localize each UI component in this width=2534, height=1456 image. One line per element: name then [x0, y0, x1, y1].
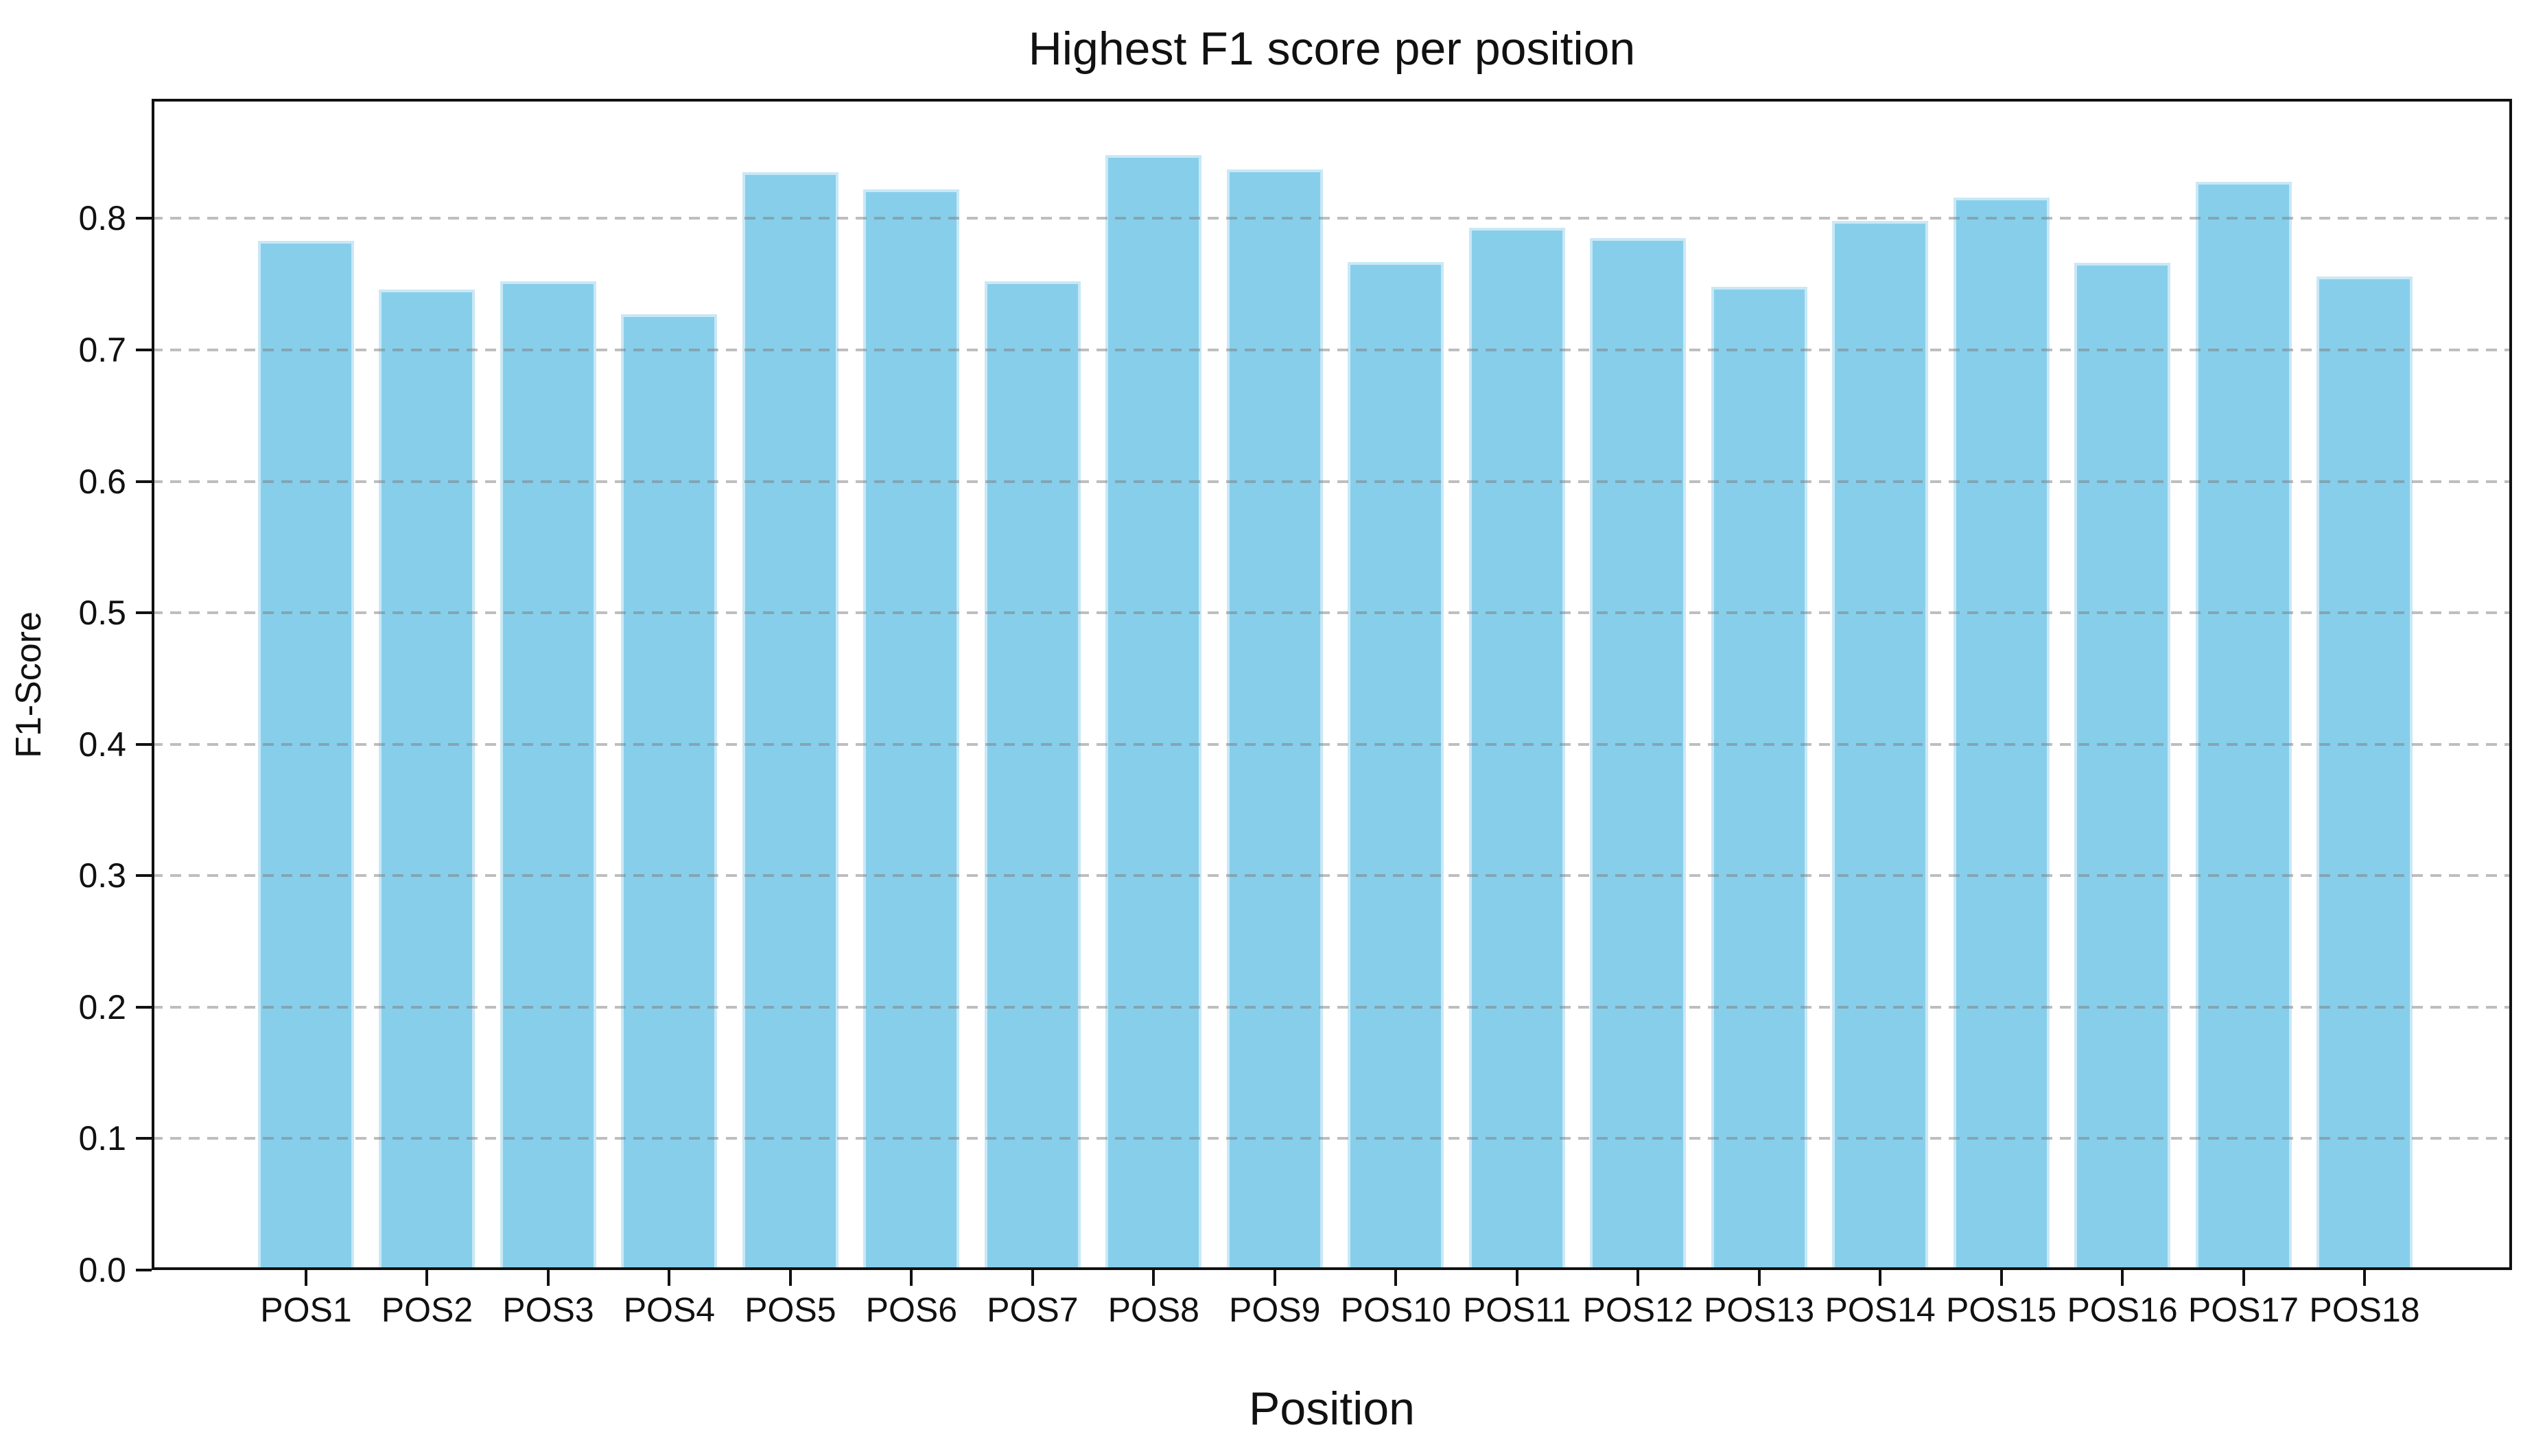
bar-pos5 — [742, 172, 838, 1270]
right-spine — [2509, 99, 2512, 1270]
gridline-0.8 — [152, 217, 2512, 220]
x-tick-mark-pos11 — [1515, 1270, 1518, 1286]
y-tick-label-0.3: 0.3 — [78, 856, 126, 895]
chart-title: Highest F1 score per position — [1028, 23, 1636, 75]
y-tick-label-0.2: 0.2 — [78, 987, 126, 1026]
x-tick-label-pos10: POS10 — [1340, 1291, 1451, 1329]
x-tick-mark-pos18 — [2362, 1270, 2366, 1286]
x-tick-mark-pos8 — [1152, 1270, 1155, 1286]
y-tick-label-0.8: 0.8 — [78, 199, 126, 238]
y-tick-label-0.5: 0.5 — [78, 594, 126, 633]
y-tick-label-0.1: 0.1 — [78, 1119, 126, 1158]
bar-pos10 — [1348, 261, 1444, 1270]
y-tick-mark-0.8 — [136, 217, 152, 220]
x-tick-mark-pos13 — [1757, 1270, 1761, 1286]
bar-pos6 — [863, 189, 960, 1270]
gridline-0.6 — [152, 480, 2512, 483]
bar-pos11 — [1468, 227, 1565, 1270]
x-tick-label-pos2: POS2 — [381, 1291, 473, 1329]
x-tick-label-pos13: POS13 — [1704, 1291, 1815, 1329]
bar-pos2 — [379, 289, 476, 1270]
y-tick-mark-0.1 — [136, 1137, 152, 1140]
x-tick-mark-pos2 — [425, 1270, 429, 1286]
bar-pos13 — [1711, 286, 1807, 1270]
bar-pos1 — [258, 240, 354, 1270]
x-tick-mark-pos5 — [788, 1270, 792, 1286]
y-tick-mark-0.5 — [136, 611, 152, 615]
bar-pos16 — [2074, 263, 2171, 1270]
x-tick-mark-pos1 — [305, 1270, 307, 1286]
x-axis-line — [152, 1267, 2512, 1270]
bar-pos15 — [1953, 197, 2050, 1270]
bar-pos12 — [1590, 238, 1687, 1270]
x-tick-label-pos5: POS5 — [744, 1291, 836, 1329]
y-tick-mark-0.3 — [136, 874, 152, 878]
bar-pos7 — [984, 281, 1081, 1270]
gridline-0.7 — [152, 348, 2512, 351]
x-tick-mark-pos16 — [2121, 1270, 2124, 1286]
gridline-0.4 — [152, 742, 2512, 746]
x-tick-label-pos14: POS14 — [1825, 1291, 1936, 1329]
y-tick-label-0.6: 0.6 — [78, 462, 126, 501]
x-tick-label-pos18: POS18 — [2309, 1291, 2420, 1329]
x-tick-label-pos7: POS7 — [987, 1291, 1079, 1329]
x-tick-label-pos3: POS3 — [502, 1291, 594, 1329]
gridline-0.1 — [152, 1137, 2512, 1140]
y-tick-mark-0.0 — [136, 1269, 152, 1271]
gridline-0.3 — [152, 874, 2512, 878]
x-tick-label-pos4: POS4 — [623, 1291, 716, 1329]
y-tick-label-0.4: 0.4 — [78, 725, 126, 764]
x-tick-mark-pos9 — [1273, 1270, 1276, 1286]
x-tick-label-pos1: POS1 — [260, 1291, 352, 1329]
bar-pos9 — [1226, 169, 1323, 1270]
bar-pos18 — [2316, 276, 2413, 1270]
y-tick-mark-0.4 — [136, 742, 152, 746]
x-tick-label-pos15: POS15 — [1945, 1291, 2057, 1329]
x-tick-label-pos9: POS9 — [1229, 1291, 1321, 1329]
bar-pos8 — [1105, 155, 1202, 1270]
y-tick-mark-0.2 — [136, 1005, 152, 1009]
x-tick-mark-pos14 — [1879, 1270, 1882, 1286]
x-tick-label-pos16: POS16 — [2067, 1291, 2178, 1329]
gridline-0.2 — [152, 1005, 2512, 1009]
top-spine — [152, 99, 2512, 102]
x-tick-label-pos8: POS8 — [1107, 1291, 1199, 1329]
x-axis-label: Position — [1249, 1383, 1415, 1435]
x-tick-mark-pos6 — [910, 1270, 913, 1286]
x-tick-mark-pos4 — [668, 1270, 671, 1286]
x-tick-mark-pos15 — [1999, 1270, 2003, 1286]
plot-area — [152, 99, 2512, 1270]
y-tick-label-0.7: 0.7 — [78, 330, 126, 369]
x-tick-mark-pos7 — [1031, 1270, 1034, 1286]
x-tick-label-pos11: POS11 — [1462, 1291, 1571, 1329]
y-tick-label-0.0: 0.0 — [78, 1251, 126, 1289]
y-tick-mark-0.7 — [136, 348, 152, 351]
x-tick-label-pos17: POS17 — [2187, 1291, 2299, 1329]
x-tick-mark-pos3 — [546, 1270, 550, 1286]
bar-pos3 — [500, 281, 596, 1270]
bar-pos4 — [621, 314, 718, 1270]
x-tick-mark-pos10 — [1394, 1270, 1398, 1286]
gridline-0.5 — [152, 611, 2512, 615]
x-tick-mark-pos12 — [1636, 1270, 1640, 1286]
x-tick-mark-pos17 — [2242, 1270, 2245, 1286]
x-tick-label-pos6: POS6 — [865, 1291, 958, 1329]
y-axis-line — [152, 99, 154, 1270]
y-tick-mark-0.6 — [136, 480, 152, 483]
bar-pos17 — [2195, 181, 2292, 1270]
x-tick-label-pos12: POS12 — [1582, 1291, 1693, 1329]
